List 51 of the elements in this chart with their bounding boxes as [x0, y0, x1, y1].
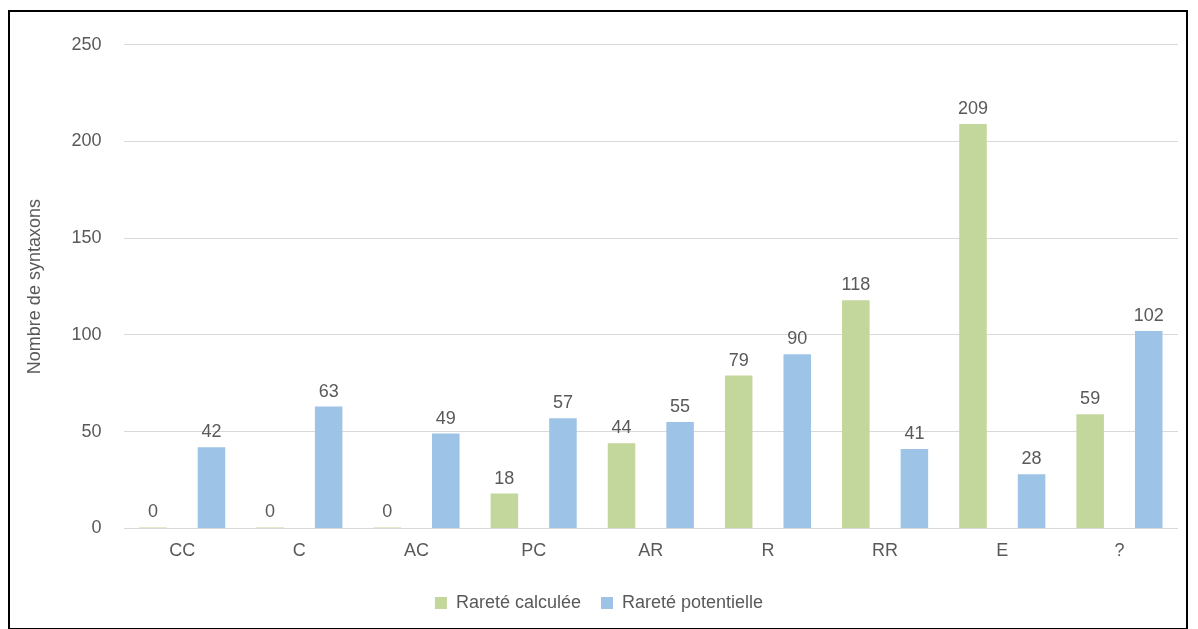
y-tick-label: 150 — [71, 227, 102, 248]
data-label: 44 — [611, 417, 632, 438]
bar — [900, 449, 929, 528]
bar — [432, 433, 460, 528]
bar — [1076, 414, 1104, 528]
data-label: 55 — [670, 395, 691, 416]
data-label: 102 — [1133, 305, 1164, 326]
x-tick-label: E — [996, 540, 1009, 561]
data-label: 41 — [904, 423, 925, 444]
legend-label: Rareté calculée — [455, 591, 581, 612]
x-tick-label: CC — [169, 540, 196, 561]
data-label: 0 — [265, 501, 276, 522]
bar — [490, 493, 519, 528]
bar — [314, 406, 343, 528]
data-label: 79 — [728, 349, 749, 370]
data-label: 28 — [1021, 448, 1042, 469]
data-label: 0 — [382, 501, 393, 522]
data-label: 59 — [1080, 388, 1101, 409]
bar — [783, 354, 812, 528]
y-tick-label: 100 — [71, 323, 102, 344]
bar — [607, 443, 636, 528]
x-tick-label: R — [761, 540, 775, 561]
bar — [959, 124, 987, 528]
x-tick-label: AC — [404, 540, 430, 561]
bar — [549, 418, 577, 528]
data-label: 209 — [957, 98, 989, 119]
data-label: 42 — [201, 421, 222, 442]
bar — [842, 300, 870, 528]
x-tick-label: C — [292, 540, 306, 561]
y-tick-label: 250 — [71, 33, 102, 54]
data-label: 0 — [147, 501, 158, 522]
data-label: 118 — [841, 274, 871, 295]
x-tick-label: AR — [638, 540, 664, 561]
legend-label: Rareté potentielle — [621, 591, 764, 612]
data-label: 18 — [494, 467, 515, 488]
x-tick-label: RR — [872, 540, 899, 561]
y-axis-title: Nombre de syntaxons — [23, 199, 44, 375]
x-tick-label: PC — [521, 540, 547, 561]
y-tick-label: 50 — [81, 420, 102, 441]
data-label: 63 — [318, 380, 339, 401]
y-tick-label: 200 — [71, 130, 102, 151]
x-tick-label: ? — [1114, 540, 1125, 561]
data-label: 57 — [552, 392, 573, 413]
bar — [724, 375, 753, 528]
y-tick-label: 0 — [91, 517, 102, 538]
bar — [197, 447, 226, 528]
data-label: 49 — [435, 407, 456, 428]
bar — [1134, 331, 1163, 528]
data-label: 90 — [787, 328, 808, 349]
bar — [1017, 474, 1046, 528]
bar — [666, 422, 694, 528]
